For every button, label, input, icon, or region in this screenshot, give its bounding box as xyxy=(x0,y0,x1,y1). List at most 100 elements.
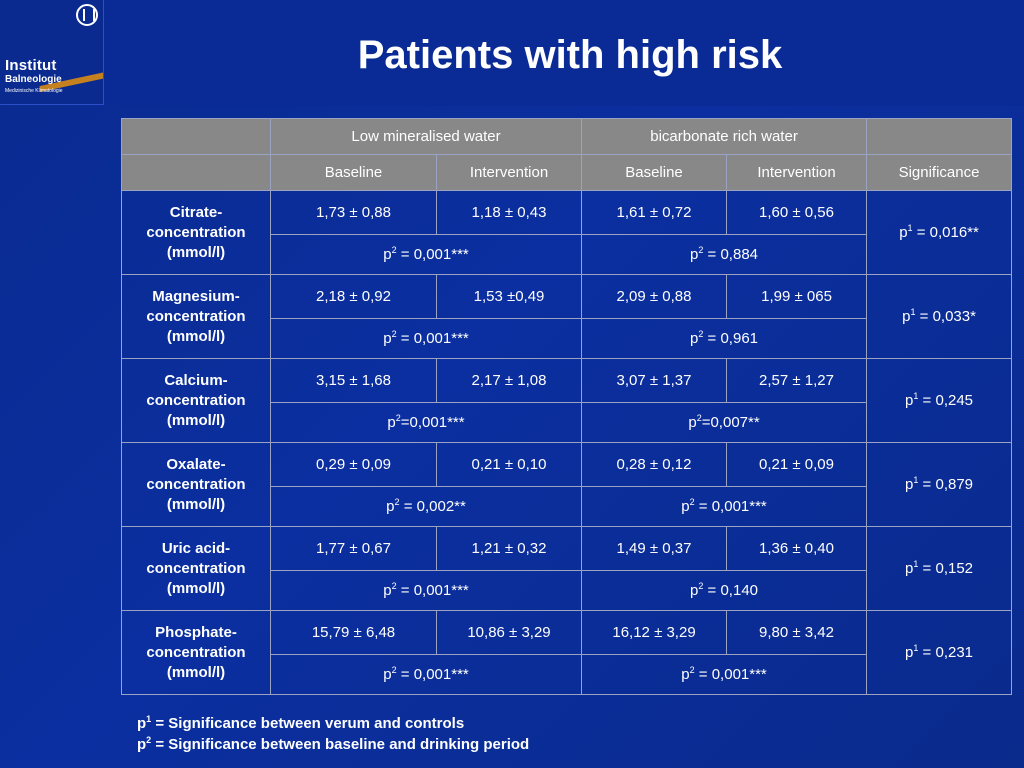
p-symbol: p xyxy=(383,666,392,683)
significance-cell: p1 = 0,245 xyxy=(866,358,1013,443)
value-cell: 0,21 ± 0,09 xyxy=(726,442,868,487)
p-symbol: p xyxy=(905,392,914,409)
p2-bicarbonate-cell: p2 = 0,001*** xyxy=(581,654,868,695)
row-label: Phosphate-concentration (mmol/l) xyxy=(121,610,271,695)
p-superscript: 2 xyxy=(391,581,397,591)
p-superscript: 2 xyxy=(696,413,702,423)
row-label-line: concentration xyxy=(146,475,246,493)
p-symbol: p xyxy=(905,476,914,493)
header-cell xyxy=(866,118,1013,155)
value-cell: 2,17 ± 1,08 xyxy=(435,358,583,403)
header-cell: Baseline xyxy=(270,154,437,191)
p-superscript: 1 xyxy=(910,307,916,317)
table-row: Calcium-concentration (mmol/l) 3,15 ± 1,68… xyxy=(121,358,1013,443)
p-symbol: p xyxy=(899,224,908,241)
row-label-line: Calcium- xyxy=(164,371,228,389)
p1-value: = 0,879 xyxy=(918,476,974,493)
significance-cell: p1 = 0,879 xyxy=(866,442,1013,527)
row-label-line: concentration xyxy=(146,559,246,577)
value-cell: 2,57 ± 1,27 xyxy=(726,358,868,403)
p-symbol: p xyxy=(905,560,914,577)
p-superscript: 1 xyxy=(913,643,919,653)
p1-value: = 0,245 xyxy=(918,392,974,409)
value-cell: 3,07 ± 1,37 xyxy=(581,358,728,403)
value-cell: 16,12 ± 3,29 xyxy=(581,610,728,655)
sub-header-row: Baseline Intervention Baseline Intervention… xyxy=(121,154,1013,191)
row-label-line: Phosphate- xyxy=(155,623,237,641)
p-superscript: 1 xyxy=(913,391,919,401)
value-cell: 0,28 ± 0,12 xyxy=(581,442,728,487)
row-label-line: concentration xyxy=(146,223,246,241)
row-label: Magnesium-concentration (mmol/l) xyxy=(121,274,271,359)
header-cell: Low mineralised water xyxy=(269,118,583,155)
header-cell: Intervention xyxy=(435,154,583,191)
institute-logo: Institut Balneologie Medizinische Klimat… xyxy=(0,0,104,105)
p-symbol: p xyxy=(387,414,396,431)
header-cell xyxy=(121,118,271,155)
row-label-line: (mmol/l) xyxy=(166,327,226,345)
value-cell: 1,53 ±0,49 xyxy=(435,274,583,319)
table-row: Citrate-concentration (mmol/l) 1,73 ± 0,88… xyxy=(121,190,1013,275)
significance-cell: p1 = 0,231 xyxy=(866,610,1013,695)
legend: p1 = Significance between verum and cont… xyxy=(137,713,529,755)
p2-value: = 0,001*** xyxy=(396,582,469,599)
row-label-line: Citrate- xyxy=(169,203,223,221)
value-cell: 0,29 ± 0,09 xyxy=(270,442,437,487)
header-band xyxy=(0,0,1024,106)
legend-line-2: p2 = Significance between baseline and d… xyxy=(137,735,530,754)
p-superscript: 2 xyxy=(698,329,704,339)
row-label-line: (mmol/l) xyxy=(166,579,226,597)
logo-line-1: Institut xyxy=(5,57,57,74)
p2-value: = 0,001*** xyxy=(396,330,469,347)
p-superscript: 2 xyxy=(391,329,397,339)
slide-title: Patients with high risk xyxy=(357,33,783,77)
p-superscript: 1 xyxy=(913,559,919,569)
p1-value: = 0,152 xyxy=(918,560,974,577)
p2-bicarbonate-cell: p2 = 0,001*** xyxy=(581,486,868,527)
row-label-line: Magnesium- xyxy=(152,287,240,305)
value-cell: 15,79 ± 6,48 xyxy=(270,610,437,655)
value-cell: 1,61 ± 0,72 xyxy=(581,190,728,235)
significance-cell: p1 = 0,033* xyxy=(866,274,1013,359)
row-label-line: Uric acid- xyxy=(161,539,231,557)
value-cell: 3,15 ± 1,68 xyxy=(270,358,437,403)
p-superscript: 2 xyxy=(689,497,695,507)
p2-value: =0,001*** xyxy=(400,414,465,431)
value-cell: 1,21 ± 0,32 xyxy=(435,526,583,571)
legend-line-1: p1 = Significance between verum and cont… xyxy=(137,714,465,733)
p-symbol: p xyxy=(383,330,392,347)
header-cell: bicarbonate rich water xyxy=(581,118,868,155)
row-label-line: concentration xyxy=(146,307,246,325)
p-symbol: p xyxy=(688,414,697,431)
row-label-line: (mmol/l) xyxy=(166,663,226,681)
value-cell: 10,86 ± 3,29 xyxy=(435,610,583,655)
p2-low-cell: p2 = 0,001*** xyxy=(269,570,583,611)
p2-bicarbonate-cell: p2 = 0,140 xyxy=(581,570,868,611)
value-cell: 9,80 ± 3,42 xyxy=(726,610,868,655)
row-label-line: (mmol/l) xyxy=(166,495,226,513)
value-cell: 0,21 ± 0,10 xyxy=(435,442,583,487)
header-cell: Intervention xyxy=(726,154,868,191)
p-symbol: p xyxy=(902,308,911,325)
p2-bicarbonate-cell: p2 = 0,961 xyxy=(581,318,868,359)
p1-value: = 0,231 xyxy=(918,644,974,661)
table-row: Magnesium-concentration (mmol/l) 2,18 ± 0,… xyxy=(121,274,1013,359)
p2-bicarbonate-cell: p2=0,007** xyxy=(581,402,868,443)
significance-cell: p1 = 0,016** xyxy=(866,190,1013,275)
row-label: Oxalate-concentration (mmol/l) xyxy=(121,442,271,527)
p2-bicarbonate-cell: p2 = 0,884 xyxy=(581,234,868,275)
row-label: Citrate-concentration (mmol/l) xyxy=(121,190,271,275)
p-symbol: p xyxy=(690,246,699,263)
p-symbol: p xyxy=(383,246,392,263)
p2-low-cell: p2 = 0,002** xyxy=(269,486,583,527)
logo-line-2: Balneologie xyxy=(5,74,62,85)
p-superscript: 2 xyxy=(391,245,397,255)
value-cell: 1,60 ± 0,56 xyxy=(726,190,868,235)
table-row: Phosphate-concentration (mmol/l) 15,79 ± 6… xyxy=(121,610,1013,695)
row-label-line: Oxalate- xyxy=(166,455,226,473)
p2-value: = 0,884 xyxy=(703,246,759,263)
p2-value: = 0,961 xyxy=(703,330,759,347)
value-cell: 1,99 ± 065 xyxy=(726,274,868,319)
value-cell: 1,18 ± 0,43 xyxy=(435,190,583,235)
p-symbol: p xyxy=(681,498,690,515)
